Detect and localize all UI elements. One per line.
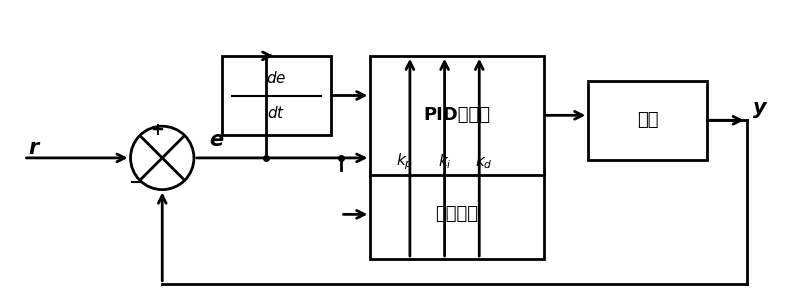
Text: r: r	[28, 138, 38, 158]
Text: +: +	[150, 121, 164, 139]
Text: $de$: $de$	[266, 70, 286, 86]
Bar	[370, 56, 544, 175]
Text: −: −	[128, 174, 143, 192]
Text: $dt$: $dt$	[267, 105, 286, 121]
Text: $k_d$: $k_d$	[475, 153, 493, 171]
Text: 模糊推理: 模糊推理	[435, 206, 478, 223]
Bar	[370, 170, 544, 259]
Text: y: y	[753, 98, 766, 119]
Bar	[588, 81, 707, 160]
Text: $k_i$: $k_i$	[438, 153, 451, 171]
Text: $k_p$: $k_p$	[397, 151, 414, 172]
Bar	[222, 56, 330, 135]
Text: PID调节器: PID调节器	[423, 106, 490, 124]
Text: e: e	[210, 130, 224, 150]
Text: 对象: 对象	[637, 111, 658, 129]
